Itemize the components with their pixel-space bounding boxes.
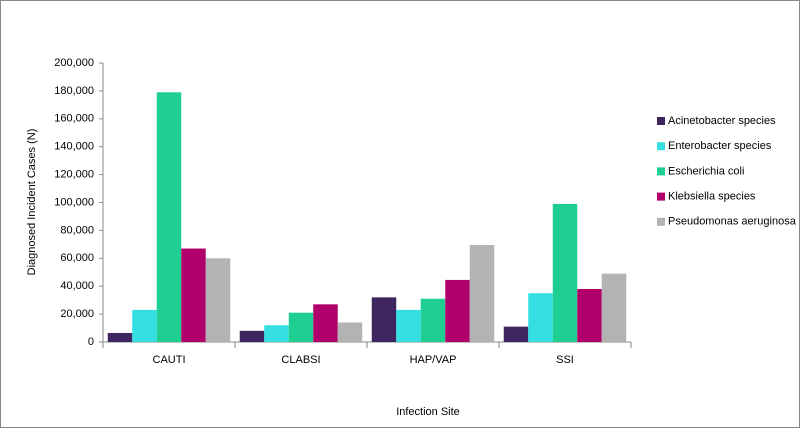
bar: [577, 288, 602, 342]
bar: [239, 330, 265, 342]
bar: [181, 248, 206, 342]
legend-swatch: [657, 167, 665, 176]
bar: [420, 298, 446, 342]
legend-label: Acinetobacter species: [668, 115, 776, 127]
bar: [371, 297, 397, 342]
y-axis-title: Diagnosed Incident Cases (N): [26, 129, 38, 276]
legend-label: Klebsiella species: [668, 191, 756, 203]
bar: [503, 326, 529, 342]
x-tick-label: SSI: [556, 354, 574, 366]
y-tick-label: 80,000: [60, 224, 94, 236]
y-tick-label: 0: [88, 336, 94, 348]
bar: [107, 332, 133, 342]
bar: [601, 273, 627, 342]
y-tick-label: 200,000: [54, 57, 94, 69]
y-tick-label: 180,000: [54, 85, 94, 97]
x-tick-label: CAUTI: [153, 354, 186, 366]
y-tick-label: 160,000: [54, 113, 94, 125]
legend-label: Pseudomonas aeruginosa: [668, 216, 797, 228]
y-tick-label: 100,000: [54, 196, 94, 208]
y-tick-label: 120,000: [54, 169, 94, 181]
y-tick-label: 20,000: [60, 308, 94, 320]
legend-swatch: [657, 217, 665, 226]
legend-label: Escherichia coli: [668, 165, 744, 177]
bar: [552, 203, 578, 342]
bar: [337, 322, 363, 342]
bar: [132, 309, 157, 342]
x-tick-label: CLABSI: [281, 354, 320, 366]
bar: [264, 325, 289, 342]
y-tick-label: 60,000: [60, 252, 94, 264]
x-axis-title: Infection Site: [396, 406, 460, 418]
bar: [528, 293, 553, 342]
bar: [396, 309, 421, 342]
bar: [313, 304, 338, 342]
bar: [205, 258, 231, 342]
legend-swatch: [657, 117, 665, 125]
legend-swatch: [657, 192, 665, 201]
bar: [288, 312, 314, 342]
legend-swatch: [657, 142, 665, 151]
y-tick-label: 40,000: [60, 280, 94, 292]
bar: [156, 92, 182, 342]
legend-label: Enterobacter species: [668, 140, 772, 152]
y-tick-label: 140,000: [54, 141, 94, 153]
x-tick-label: HAP/VAP: [410, 354, 457, 366]
bar: [445, 279, 470, 342]
bar: [469, 245, 495, 342]
